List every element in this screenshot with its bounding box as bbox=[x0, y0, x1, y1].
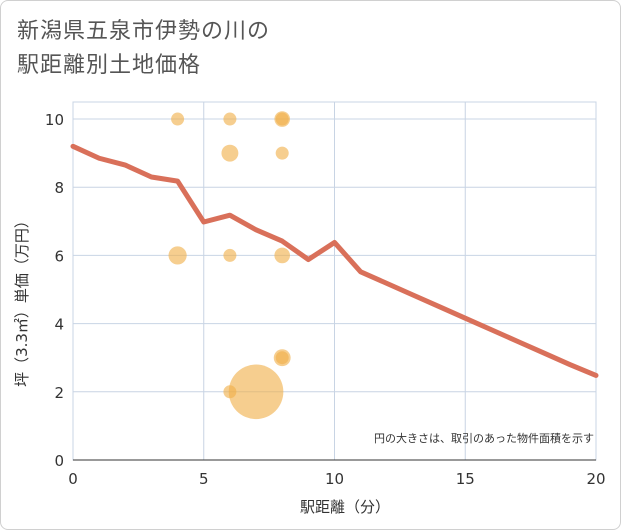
bubble-point bbox=[168, 246, 187, 265]
y-axis-title: 坪（3.3㎡）単価（万円） bbox=[13, 213, 31, 387]
bubble-point bbox=[223, 112, 237, 126]
x-tick-label: 20 bbox=[586, 470, 605, 488]
y-tick-label: 8 bbox=[54, 179, 64, 197]
bubble-point bbox=[223, 248, 237, 262]
x-axis-title: 駅距離（分） bbox=[300, 498, 390, 516]
bubble-point bbox=[274, 247, 291, 264]
bubble-point bbox=[275, 146, 289, 160]
y-tick-label: 4 bbox=[54, 316, 64, 334]
y-tick-label: 6 bbox=[54, 247, 64, 265]
x-tick-label: 15 bbox=[456, 470, 475, 488]
bubble-point bbox=[275, 351, 289, 365]
x-tick-label: 5 bbox=[199, 470, 209, 488]
bubble-point bbox=[221, 144, 239, 162]
bubble-point bbox=[275, 112, 289, 126]
chart-title-line-2: 駅距離別土地価格 bbox=[17, 53, 202, 78]
trend-line-series bbox=[70, 143, 599, 378]
grid bbox=[72, 101, 597, 461]
chart-title-line-1: 新潟県五泉市伊勢の川の bbox=[17, 19, 271, 44]
bubble-size-note: 円の大きさは、取引のあった物件面積を示す bbox=[374, 431, 594, 445]
chart-title: 新潟県五泉市伊勢の川の 駅距離別土地価格 bbox=[17, 15, 270, 83]
y-tick-label: 10 bbox=[45, 111, 64, 129]
bubble-point bbox=[228, 364, 284, 420]
bubble-series bbox=[168, 111, 291, 420]
x-tick-label: 0 bbox=[68, 470, 78, 488]
y-tick-label: 2 bbox=[54, 384, 64, 402]
x-tick-label: 10 bbox=[325, 470, 344, 488]
bubble-point bbox=[171, 112, 185, 126]
axes: 0 5 10 15 20 0 2 4 6 8 10 bbox=[45, 111, 606, 488]
trend-line bbox=[70, 143, 599, 378]
y-tick-label: 0 bbox=[54, 452, 64, 470]
